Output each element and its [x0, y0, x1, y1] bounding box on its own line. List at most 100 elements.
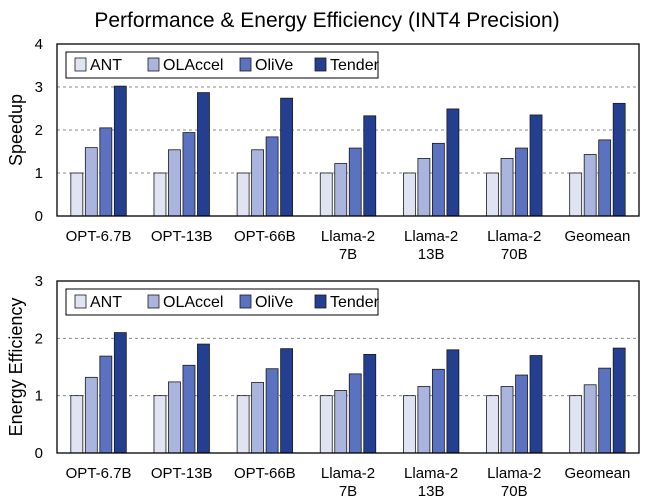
bar-tender	[280, 348, 294, 454]
bar-olaccel	[583, 384, 597, 454]
y-tick-label: 0	[35, 208, 43, 225]
x-tick-label: 70B	[501, 246, 528, 263]
x-tick-label: OPT-66B	[234, 465, 296, 482]
bar-olive	[515, 147, 528, 217]
bar-olive	[598, 367, 612, 454]
bar-tender	[197, 343, 210, 454]
bar-tender	[446, 108, 460, 217]
bar-tender	[612, 347, 626, 454]
bar-olive	[431, 142, 445, 217]
legend-label: OLAccel	[163, 294, 223, 311]
bar-ant	[70, 395, 84, 454]
bar-olaccel	[334, 390, 348, 454]
legend-swatch	[239, 57, 252, 72]
bar-olaccel	[334, 163, 348, 217]
bar-tender	[113, 85, 127, 217]
bar-olive	[265, 136, 279, 217]
x-tick-label: OPT-13B	[151, 465, 213, 482]
y-tick-label: 2	[35, 330, 43, 347]
x-tick-label: Llama-2	[404, 228, 458, 245]
bar-olaccel	[251, 382, 265, 454]
bar-tender	[363, 115, 377, 217]
bar-ant	[569, 395, 583, 454]
y-axis-label: Speedup	[6, 94, 26, 166]
x-tick-label: 7B	[339, 483, 357, 500]
bar-olaccel	[417, 386, 431, 454]
x-tick-label: OPT-6.7B	[66, 465, 132, 482]
y-tick-label: 4	[35, 36, 43, 53]
legend-swatch	[147, 294, 160, 309]
y-axis-label: Energy Efficiency	[6, 298, 26, 437]
bar-olive	[431, 368, 445, 454]
x-tick-label: OPT-66B	[234, 228, 296, 245]
bar-ant	[70, 172, 84, 217]
bar-olaccel	[500, 157, 514, 217]
bar-ant	[569, 172, 583, 217]
bar-olaccel	[168, 381, 181, 454]
legend: ANT OLAccel OliVe Tender	[65, 288, 380, 316]
legend-label: ANT	[90, 57, 122, 74]
bar-tender	[446, 349, 460, 454]
x-tick-label: Geomean	[564, 228, 630, 245]
bar-ant	[402, 395, 416, 454]
bar-olaccel	[417, 157, 431, 217]
x-tick-label: Llama-2	[321, 228, 375, 245]
bar-olive	[99, 355, 113, 454]
bar-olaccel	[84, 376, 98, 454]
x-tick-label: OPT-6.7B	[66, 228, 132, 245]
legend-label: ANT	[90, 294, 122, 311]
x-tick-label: Geomean	[564, 465, 630, 482]
legend-label: OliVe	[255, 294, 293, 311]
x-tick-label: OPT-13B	[151, 228, 213, 245]
x-tick-label: Llama-2	[321, 465, 375, 482]
legend-swatch	[74, 57, 87, 72]
legend-label: OLAccel	[163, 57, 223, 74]
bar-tender	[197, 92, 210, 217]
bar-olive	[348, 147, 362, 217]
legend-swatch	[314, 294, 327, 309]
bar-olive	[265, 368, 279, 454]
bar-olaccel	[583, 154, 597, 217]
y-tick-label: 0	[35, 445, 43, 462]
legend-swatch	[314, 57, 327, 72]
bar-olive	[515, 374, 528, 454]
bar-olaccel	[251, 149, 265, 217]
x-tick-label: 13B	[418, 246, 445, 263]
y-tick-label: 3	[35, 273, 43, 290]
y-tick-label: 1	[35, 165, 43, 182]
bar-olive	[348, 373, 362, 454]
bar-ant	[402, 172, 416, 217]
bar-ant	[236, 395, 250, 454]
bar-olive	[598, 139, 612, 217]
x-tick-label: Llama-2	[404, 465, 458, 482]
bar-ant	[236, 172, 250, 217]
bar-ant	[319, 395, 333, 454]
bar-tender	[612, 102, 626, 217]
legend-label: Tender	[330, 294, 380, 311]
bar-olive	[182, 132, 196, 217]
bar-ant	[319, 172, 333, 217]
legend-label: Tender	[330, 57, 380, 74]
figure-title: Performance & Energy Efficiency (INT4 Pr…	[94, 9, 559, 32]
legend: ANT OLAccel OliVe Tender	[65, 51, 380, 79]
bar-tender	[363, 353, 377, 454]
x-tick-label: Llama-2	[487, 465, 541, 482]
plot-frame	[56, 43, 640, 217]
x-tick-label: Llama-2	[487, 228, 541, 245]
bar-olaccel	[168, 149, 181, 217]
bar-olaccel	[84, 147, 98, 217]
bar-ant	[486, 395, 499, 454]
legend-swatch	[147, 57, 160, 72]
bar-tender	[529, 114, 543, 217]
bar-tender	[280, 97, 294, 217]
x-tick-label: 13B	[418, 483, 445, 500]
plot-frame	[56, 280, 640, 454]
x-tick-label: 7B	[339, 246, 357, 263]
bar-tender	[529, 355, 543, 454]
bar-olaccel	[500, 386, 514, 454]
bar-ant	[153, 172, 167, 217]
bar-tender	[113, 332, 127, 454]
